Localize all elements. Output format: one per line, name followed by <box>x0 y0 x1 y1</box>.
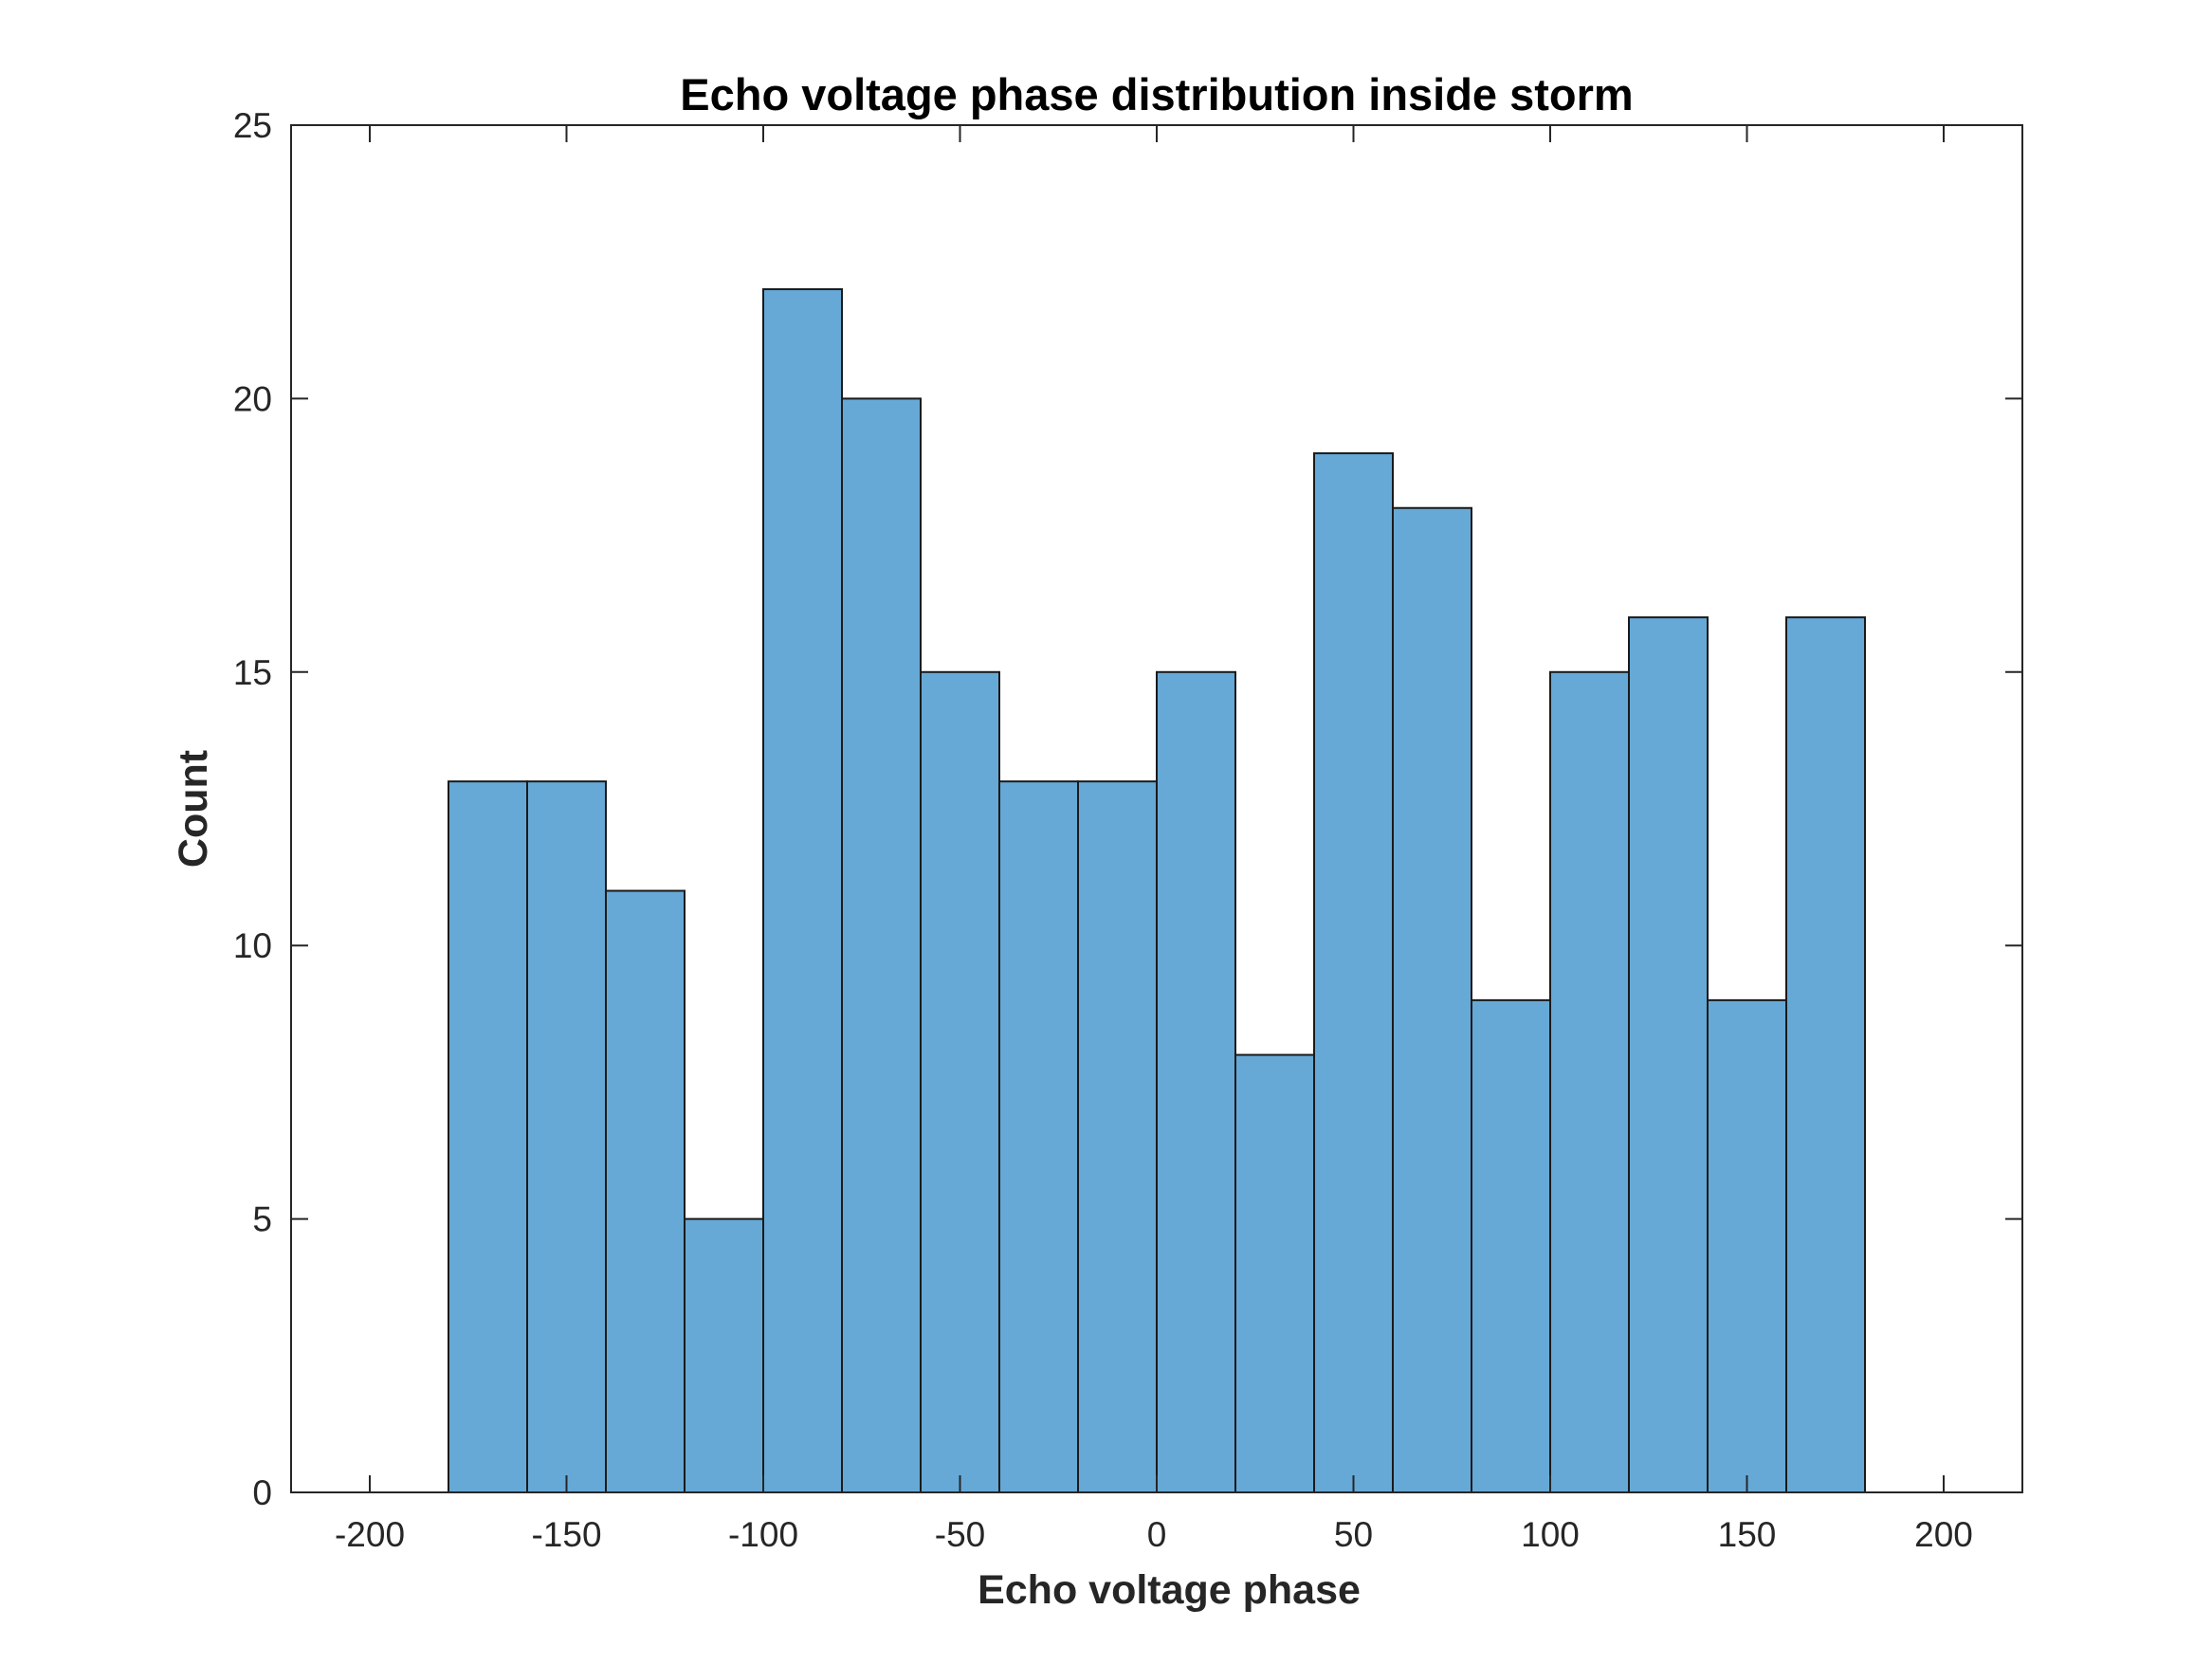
tick-labels-group: -200 -150 -100 -50 0 50 100 150 200 0 5 10 15 20 25 <box>233 106 1973 1554</box>
y-axis-label: Count <box>171 750 216 868</box>
ticks-group <box>291 124 2022 1493</box>
x-tick-label: 100 <box>1521 1515 1580 1554</box>
x-tick-label: -150 <box>531 1515 601 1554</box>
histogram-bar <box>920 670 1000 1493</box>
y-tick-label: 20 <box>233 379 272 418</box>
chart-title: Echo voltage phase distribution inside s… <box>680 69 1633 119</box>
x-tick-label: -200 <box>335 1515 405 1554</box>
histogram-bar <box>684 1217 764 1493</box>
histogram-bar <box>1234 1053 1315 1494</box>
histogram-bar <box>1077 780 1158 1493</box>
bars-group <box>448 288 1866 1494</box>
histogram-bar <box>1628 616 1709 1493</box>
y-tick-label: 0 <box>252 1473 272 1512</box>
histogram-bar <box>1156 670 1236 1493</box>
histogram-bar <box>1313 452 1394 1494</box>
y-tick-label: 15 <box>233 653 272 692</box>
x-tick-label: -50 <box>935 1515 985 1554</box>
y-tick-label: 10 <box>233 926 272 965</box>
y-tick-label: 5 <box>252 1200 272 1239</box>
histogram-bar <box>1785 616 1866 1493</box>
histogram-bar <box>605 889 686 1493</box>
histogram-bar <box>1549 670 1630 1493</box>
x-tick-label: 200 <box>1914 1515 1973 1554</box>
x-axis-label: Echo voltage phase <box>978 1567 1361 1613</box>
histogram-bar <box>526 780 607 1493</box>
histogram-bar <box>1392 506 1472 1493</box>
y-tick-label: 25 <box>233 106 272 145</box>
histogram-bar <box>1471 998 1551 1493</box>
x-tick-label: 150 <box>1718 1515 1777 1554</box>
histogram-bar <box>1707 998 1787 1493</box>
x-tick-label: -100 <box>728 1515 798 1554</box>
histogram-bar <box>762 288 843 1493</box>
x-tick-label: 0 <box>1147 1515 1167 1554</box>
histogram-bar <box>841 397 922 1493</box>
x-tick-label: 50 <box>1334 1515 1373 1554</box>
histogram-bar <box>448 780 528 1493</box>
histogram-bar <box>998 780 1079 1493</box>
